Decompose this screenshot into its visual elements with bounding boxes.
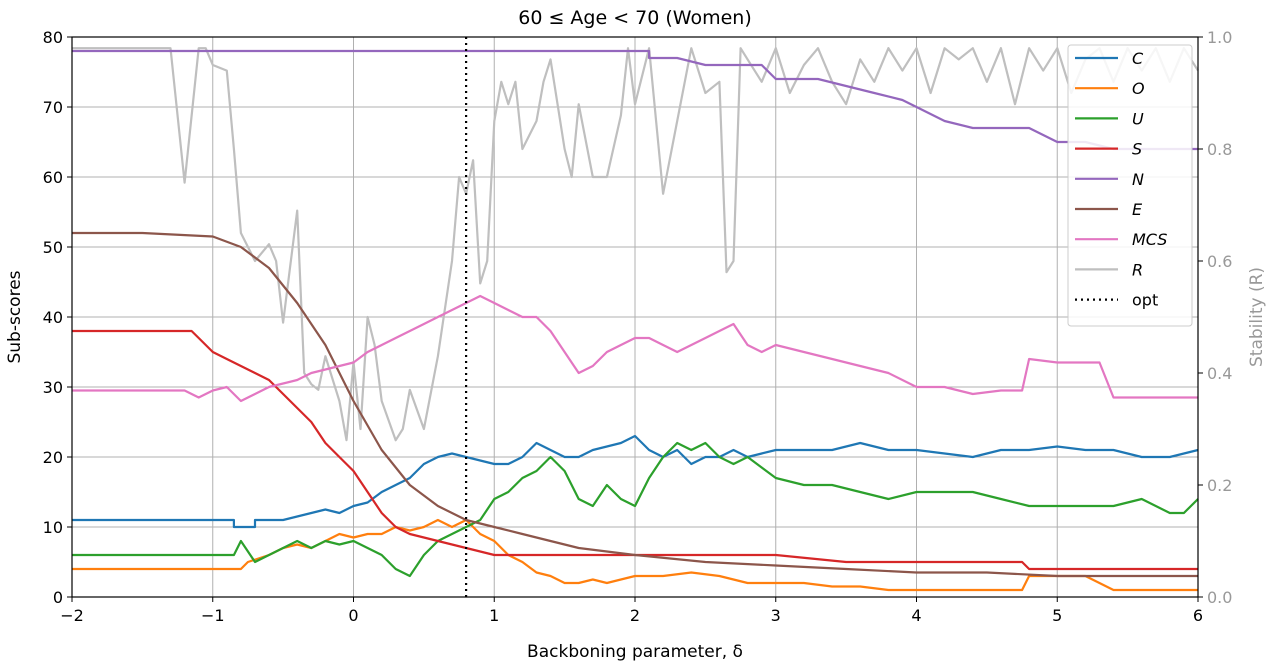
y-right-tick-label: 0.2 [1207, 476, 1232, 495]
chart-title: 60 ≤ Age < 70 (Women) [518, 7, 752, 29]
y-right-tick-label: 0.4 [1207, 364, 1232, 383]
x-tick-label: −2 [60, 606, 84, 625]
x-tick-label: 1 [489, 606, 499, 625]
series-line-u [72, 441, 1199, 578]
x-tick-label: −1 [201, 606, 225, 625]
legend-label-n: N [1132, 170, 1144, 189]
x-tick-label: 3 [771, 606, 781, 625]
y-axis-label: Sub-scores [5, 270, 25, 363]
y-ticks: 0 10 20 30 40 50 60 70 80 [43, 28, 72, 607]
legend-label-u: U [1132, 109, 1144, 128]
legend-label-e: E [1132, 200, 1143, 219]
y-tick-label: 80 [43, 28, 63, 47]
y-right-tick-label: 1.0 [1207, 28, 1232, 47]
legend-label-mcs: MCS [1132, 230, 1167, 249]
legend-label-opt: opt [1132, 291, 1158, 310]
y-tick-label: 70 [43, 98, 63, 117]
y-right-ticks: 0.0 0.2 0.4 0.6 0.8 1.0 [1198, 28, 1232, 607]
y-right-tick-label: 0.6 [1207, 252, 1232, 271]
y-right-axis-label: Stability (R) [1247, 267, 1267, 367]
x-ticks: −2 −1 0 1 2 3 4 5 6 [60, 597, 1203, 625]
legend-label-c: C [1132, 49, 1144, 68]
y-tick-label: 30 [43, 378, 63, 397]
y-tick-label: 40 [43, 308, 63, 327]
y-tick-label: 60 [43, 168, 63, 187]
x-tick-label: 2 [630, 606, 640, 625]
y-tick-label: 50 [43, 238, 63, 257]
y-right-tick-label: 0.0 [1207, 588, 1232, 607]
y-tick-label: 10 [43, 518, 63, 537]
series-line-s [72, 329, 1198, 571]
x-tick-label: 5 [1052, 606, 1062, 625]
series-line-r [72, 47, 1199, 442]
x-tick-label: 0 [348, 606, 358, 625]
legend-label-s: S [1132, 140, 1142, 159]
series-line-mcs [72, 294, 1198, 403]
x-axis-label: Backboning parameter, δ [527, 642, 743, 662]
grid [71, 36, 1199, 598]
legend-label-r: R [1132, 260, 1143, 279]
y-tick-label: 0 [53, 588, 63, 607]
y-right-tick-label: 0.8 [1207, 140, 1232, 159]
series-line-c [72, 434, 1199, 529]
x-tick-label: 6 [1193, 606, 1203, 625]
plot-area [72, 47, 1199, 592]
legend-box [1067, 44, 1193, 327]
x-tick-label: 4 [911, 606, 921, 625]
series-line-o [72, 518, 1198, 592]
y-tick-label: 20 [43, 448, 63, 467]
legend-label-o: O [1132, 79, 1145, 98]
series-line-e [72, 231, 1198, 578]
